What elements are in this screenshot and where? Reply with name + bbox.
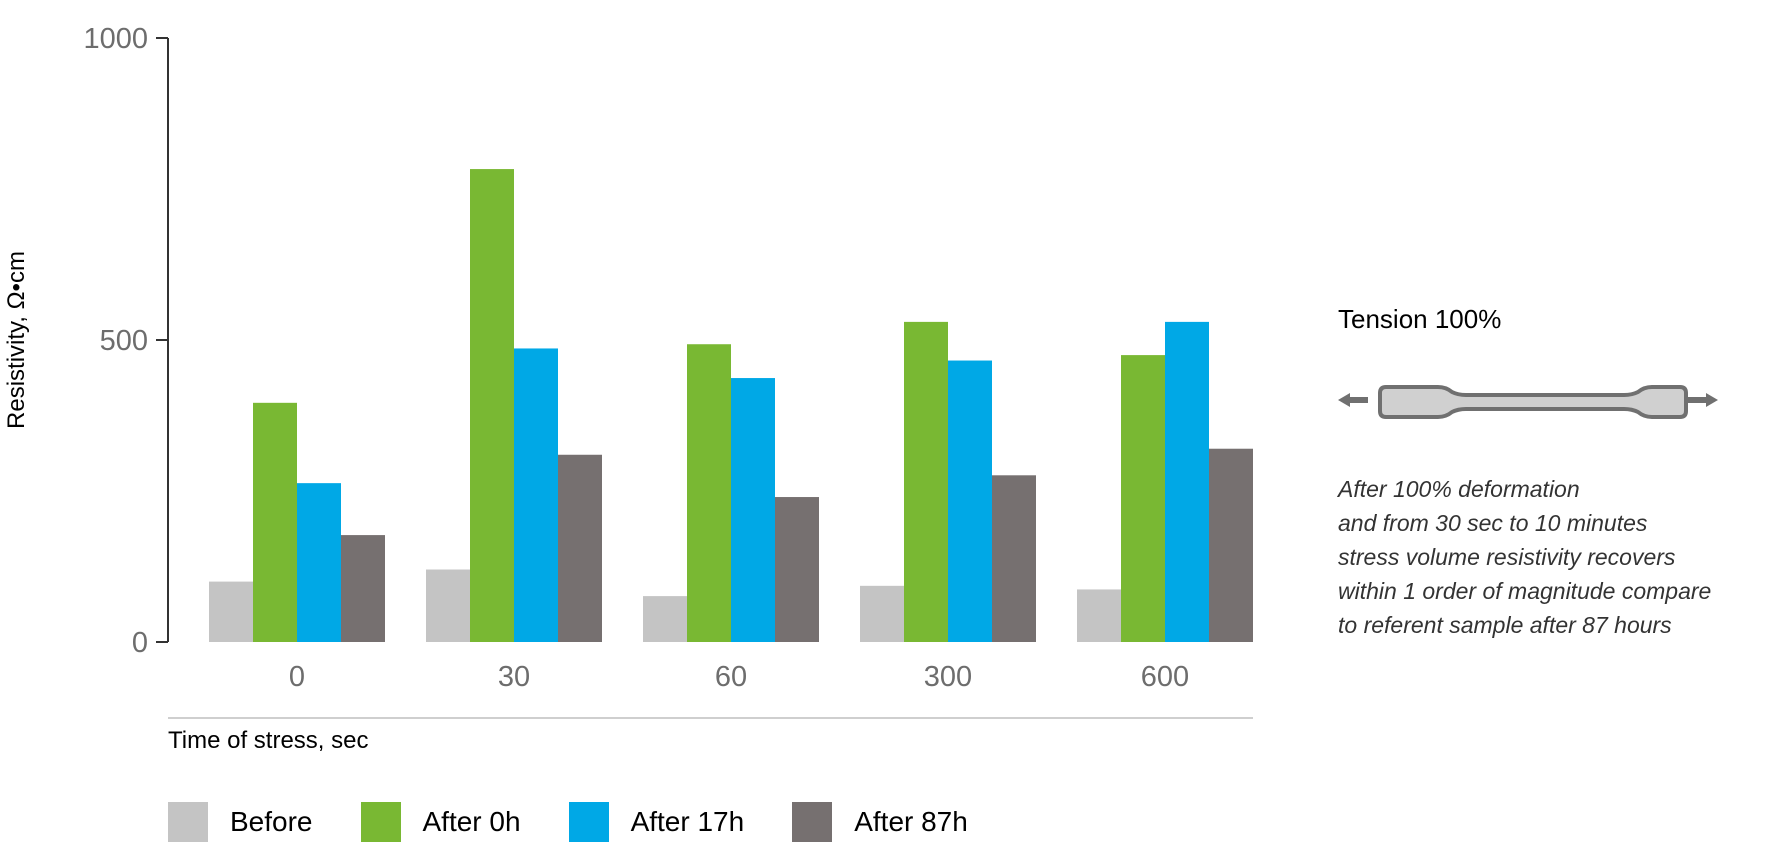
bar-after-87h-60 [775, 497, 819, 642]
legend-swatch [792, 802, 833, 842]
x-axis-title: Time of stress, sec [168, 727, 368, 754]
legend-item: After 0h [360, 802, 521, 842]
legend-item: Before [168, 802, 313, 842]
x-tick-label: 0 [289, 661, 305, 693]
bars [209, 169, 1253, 642]
x-tick-label: 60 [715, 661, 747, 693]
dogbone-sample-icon [1378, 385, 1688, 419]
y-tick-label: 1000 [83, 23, 148, 55]
bar-after-87h-300 [992, 475, 1036, 642]
note-line: to referent sample after 87 hours [1338, 612, 1672, 638]
info-panel: Tension 100% [1338, 304, 1768, 335]
bar-after-17h-60 [731, 378, 775, 642]
bar-before-60 [643, 596, 687, 642]
bar-after-17h-0 [297, 483, 341, 642]
legend-label: After 87h [854, 806, 968, 837]
note-line: and from 30 sec to 10 minutes [1338, 510, 1648, 536]
legend-swatch [568, 802, 609, 842]
legend-label: After 17h [630, 806, 745, 837]
legend-item: After 17h [568, 802, 745, 842]
bar-after-17h-300 [948, 360, 992, 642]
legend-swatch [360, 802, 401, 842]
note-line: within 1 order of magnitude compare [1338, 578, 1712, 604]
bar-after-0h-0 [253, 402, 297, 642]
panel-title: Tension 100% [1338, 304, 1502, 334]
panel-note: After 100% deformation and from 30 sec to… [1338, 472, 1773, 642]
bar-after-87h-0 [341, 535, 385, 642]
bar-after-0h-600 [1121, 355, 1165, 642]
bar-after-17h-600 [1165, 321, 1209, 642]
bar-after-17h-30 [514, 348, 558, 642]
bar-after-0h-30 [470, 169, 514, 642]
legend-label: Before [230, 806, 313, 837]
x-tick-label: 30 [498, 661, 530, 693]
legend-swatch [168, 802, 208, 842]
note-line: stress volume resistivity recovers [1338, 544, 1676, 570]
bar-before-30 [426, 569, 470, 642]
bar-before-600 [1077, 589, 1121, 642]
legend-label: After 0h [422, 806, 521, 837]
legend-item: After 87h [792, 802, 968, 842]
note-line: After 100% deformation [1338, 476, 1580, 502]
tensile-specimen-icon [1338, 385, 1718, 419]
y-ticks: 0 500 1000 [83, 23, 168, 659]
x-tick-label: 300 [924, 661, 972, 693]
bar-after-87h-600 [1209, 448, 1253, 642]
y-tick-label: 500 [100, 325, 148, 357]
arrow-right-icon [1688, 393, 1718, 407]
y-axis-title: Resistivity, Ω•cm [3, 251, 30, 429]
chart-legend: Before After 0h After 17h After 87h [168, 802, 1016, 842]
arrow-left-icon [1338, 393, 1368, 407]
bar-before-300 [860, 585, 904, 642]
y-tick-label: 0 [132, 627, 148, 659]
bar-before-0 [209, 581, 253, 642]
bar-after-0h-300 [904, 321, 948, 642]
bar-after-0h-60 [687, 344, 731, 642]
x-tick-label: 600 [1141, 661, 1189, 693]
x-ticks: 0 30 60 300 600 [289, 661, 1189, 693]
bar-after-87h-30 [558, 454, 602, 642]
